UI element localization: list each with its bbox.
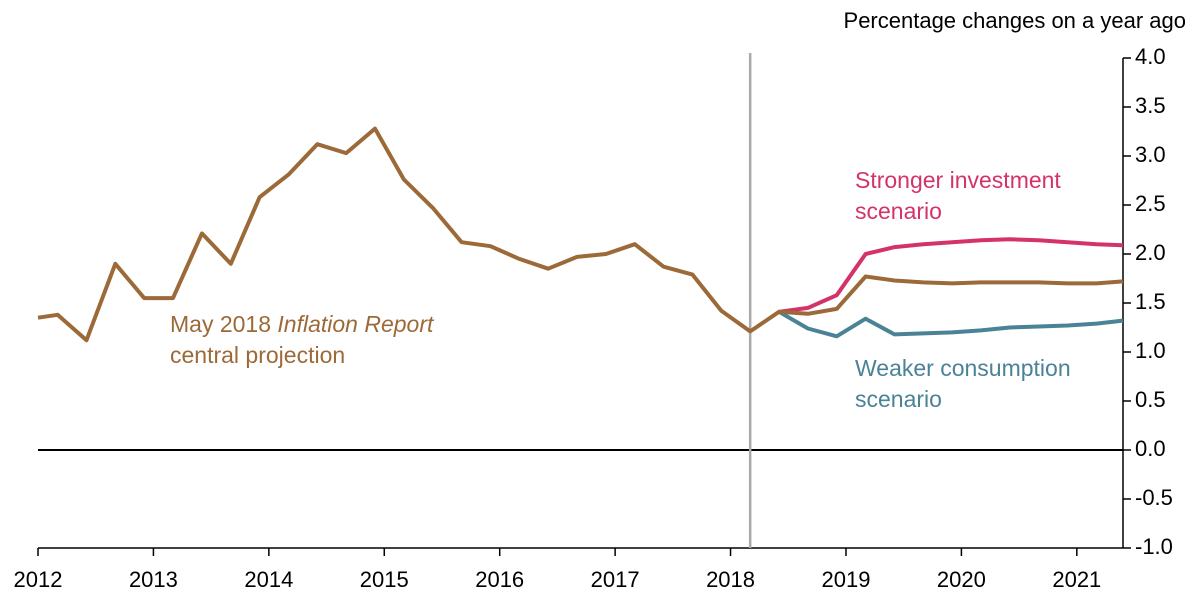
series-label: scenario [855,386,942,412]
y-tick-label: 4.0 [1135,44,1166,69]
series-label-part: Stronger investment [855,167,1061,193]
y-tick-label: 3.0 [1135,142,1166,167]
y-tick-label: -1.0 [1135,534,1173,559]
x-tick-label: 2021 [1052,567,1101,592]
series-label-part: central projection [170,342,345,368]
y-tick-label: 0.0 [1135,436,1166,461]
series-label: May 2018 Inflation Report [170,311,435,337]
x-tick-label: 2018 [706,567,755,592]
series-label-part: scenario [855,198,942,224]
y-tick-label: 1.0 [1135,338,1166,363]
series-line [778,237,1124,314]
x-tick-label: 2020 [937,567,986,592]
series-label: scenario [855,198,942,224]
y-tick-label: 2.0 [1135,240,1166,265]
series-label: Stronger investment [855,167,1061,193]
series-label: central projection [170,342,345,368]
y-tick-label: -0.5 [1135,485,1173,510]
x-tick-label: 2016 [475,567,524,592]
series-label-part: scenario [855,386,942,412]
series-label: Weaker consumption [855,355,1071,381]
x-tick-label: 2014 [244,567,293,592]
series-label-part: Inflation Report [277,311,435,337]
x-tick-label: 2012 [14,567,63,592]
y-tick-label: 2.5 [1135,191,1166,216]
x-tick-label: 2019 [822,567,871,592]
series-line [37,126,1124,343]
y-tick-label: 0.5 [1135,387,1166,412]
y-tick-label: 3.5 [1135,93,1166,118]
y-tick-label: 1.5 [1135,289,1166,314]
y-axis-label: Percentage changes on a year ago [844,8,1186,33]
series-label-part: May 2018 [170,311,277,337]
series-label-part: Weaker consumption [855,355,1071,381]
x-tick-label: 2015 [360,567,409,592]
x-tick-label: 2017 [591,567,640,592]
x-tick-label: 2013 [129,567,178,592]
series-line [777,310,1124,339]
